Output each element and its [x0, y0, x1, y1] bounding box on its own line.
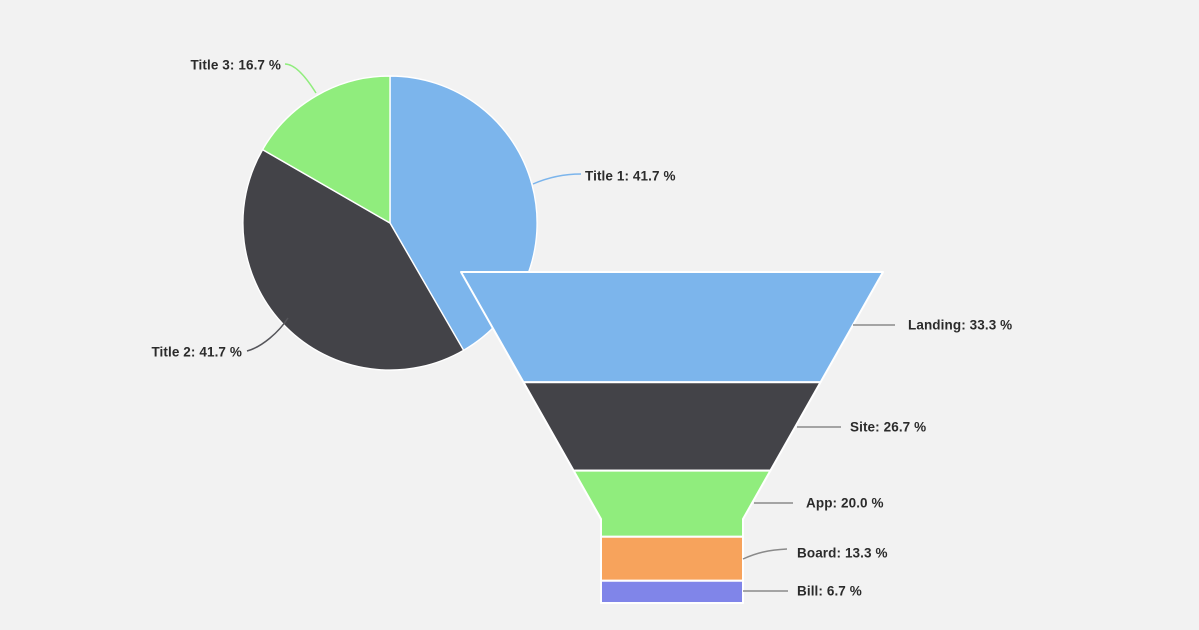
funnel-segment-site[interactable]	[522, 381, 822, 472]
funnel-segment-board[interactable]	[600, 535, 744, 582]
pie-connector-title-3	[284, 63, 317, 94]
funnel-segment-app[interactable]	[572, 469, 772, 538]
pie-label-title-3: Title 3: 16.7 %	[190, 57, 281, 73]
pie-slice-title-3[interactable]	[261, 75, 391, 224]
pie-connector-title-2	[246, 317, 289, 352]
funnel-label-site: Site: 26.7 %	[850, 419, 927, 435]
funnel-label-bill: Bill: 6.7 %	[797, 583, 862, 599]
funnel-label-landing: Landing: 33.3 %	[908, 317, 1013, 333]
funnel-segment-landing[interactable]	[460, 271, 884, 384]
pie-label-title-2: Title 2: 41.7 %	[151, 344, 242, 360]
pie-label-title-1: Title 1: 41.7 %	[585, 168, 676, 184]
funnel-connector-board	[742, 548, 788, 560]
funnel-segment-bill[interactable]	[600, 579, 744, 604]
pie-connector-title-1	[532, 173, 582, 185]
funnel-label-app: App: 20.0 %	[806, 495, 884, 511]
pie-slice-title-2[interactable]	[242, 148, 465, 371]
funnel-label-board: Board: 13.3 %	[797, 545, 888, 561]
